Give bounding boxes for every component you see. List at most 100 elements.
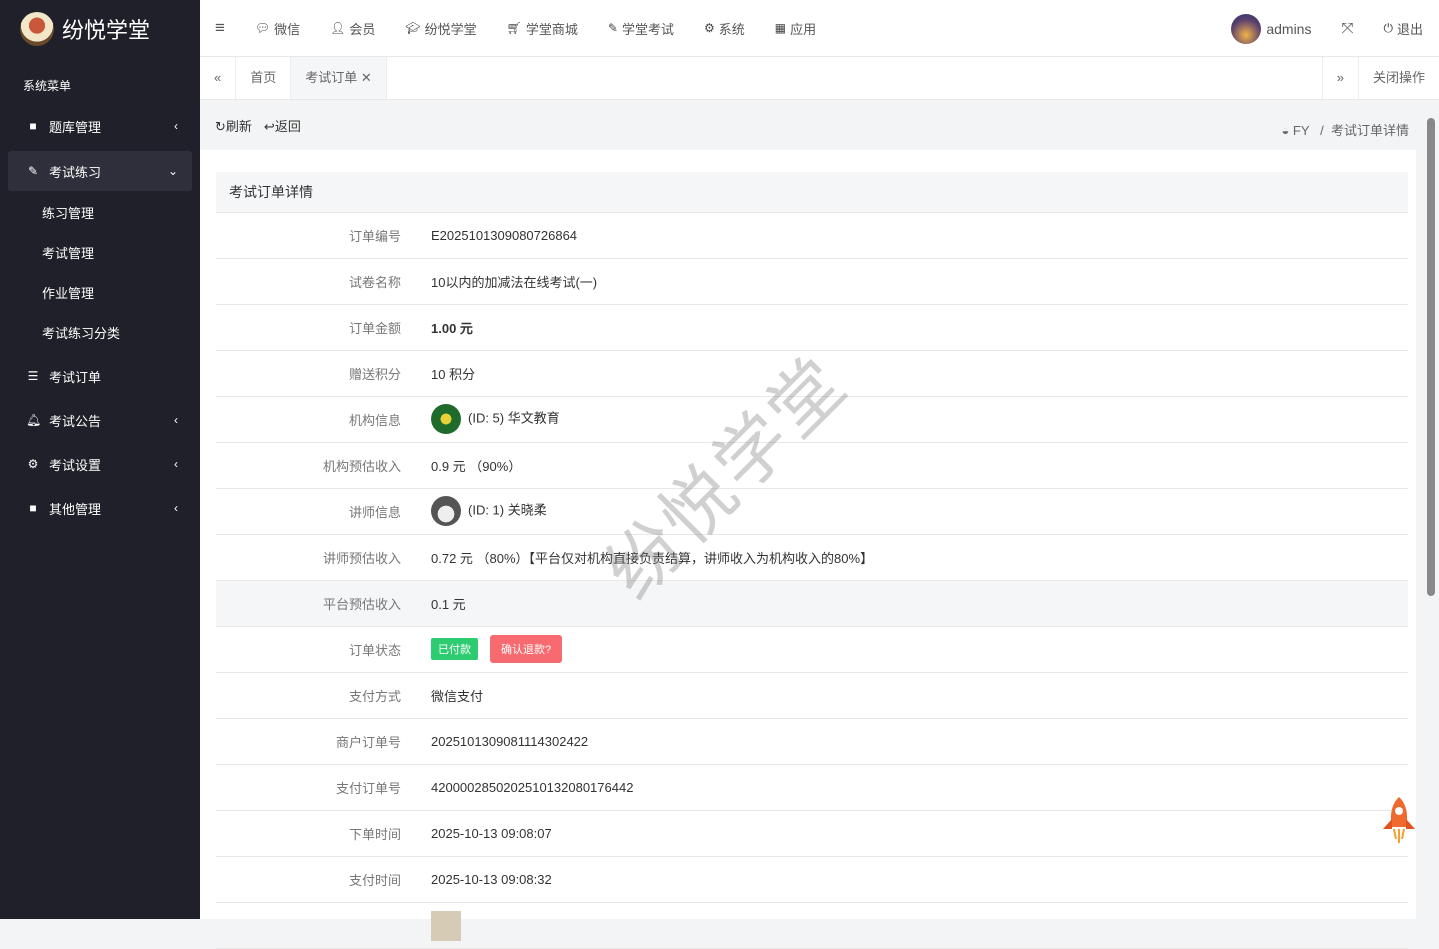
- cart-icon: 🛒︎: [506, 21, 522, 35]
- nav-wechat[interactable]: 💬︎ 微信: [255, 19, 300, 38]
- tab-exam-orders[interactable]: 考试订单 ✕: [291, 57, 387, 99]
- detail-row: 订单编号 E2025101309080726864: [216, 212, 1408, 259]
- detail-label: 讲师信息: [216, 488, 416, 535]
- detail-row: 平台预估收入 0.1 元: [216, 580, 1408, 627]
- nav-exam[interactable]: ✎ 学堂考试: [608, 19, 674, 38]
- close-icon[interactable]: ✕: [360, 70, 372, 85]
- detail-label: 试卷名称: [216, 258, 416, 305]
- chevron-left-icon: ‹: [174, 457, 178, 471]
- detail-label: 平台预估收入: [216, 580, 416, 627]
- detail-value: 微信支付: [431, 688, 484, 704]
- scrollbar-thumb[interactable]: [1427, 118, 1435, 596]
- detail-value-cell: 2025-10-13 09:08:32: [416, 856, 1408, 903]
- sidebar-sub-exam[interactable]: 考试管理: [42, 246, 95, 261]
- detail-row: 讲师预估收入 0.72 元 （80%）【平台仅对机构直接负责结算，讲师收入为机构收…: [216, 534, 1408, 581]
- sidebar-item-notices[interactable]: 🔔︎ 考试公告 ‹: [0, 398, 200, 442]
- avatar: [1231, 13, 1262, 44]
- chevron-left-icon: ‹: [174, 119, 178, 133]
- sidebar-item-exam-practice[interactable]: ✎ 考试练习 ⌄: [8, 151, 192, 191]
- detail-value-cell: 2025-10-13 09:08:07: [416, 810, 1408, 857]
- label: 刷新: [225, 119, 252, 134]
- detail-value-cell: (ID: 1) 关晓柔: [416, 488, 1408, 535]
- label: 考试练习: [49, 164, 102, 180]
- sidebar-item-exam-orders[interactable]: ☰ 考试订单: [0, 354, 200, 398]
- sidebar-item-other[interactable]: ■ 其他管理 ‹: [0, 486, 200, 530]
- detail-row: 订单状态 已付款 确认退款?: [216, 626, 1408, 673]
- label: 题库管理: [49, 119, 102, 135]
- detail-value-cell: 已付款 确认退款?: [416, 626, 1408, 673]
- dashboard-icon: ◒: [1281, 123, 1290, 138]
- nav-school[interactable]: 🎓︎ 纷悦学堂: [405, 19, 476, 38]
- detail-row: 机构预估收入 0.9 元 （90%）: [216, 442, 1408, 489]
- user-icon: 👤︎: [330, 21, 346, 35]
- breadcrumb-root[interactable]: FY: [1292, 123, 1310, 138]
- logo[interactable]: 纷悦学堂: [0, 0, 200, 57]
- detail-value: 10 积分: [431, 366, 476, 382]
- sidebar-sub-practice[interactable]: 练习管理: [42, 206, 95, 221]
- fullscreen-icon[interactable]: ⤧: [1341, 20, 1354, 37]
- logout-button[interactable]: ⏻ 退出: [1383, 19, 1423, 38]
- sidebar-sub-category[interactable]: 考试练习分类: [42, 326, 121, 341]
- label: 考试订单: [49, 369, 102, 385]
- detail-value-cell: 10以内的加减法在线考试(一): [416, 258, 1408, 305]
- sidebar-item-question-bank[interactable]: ■ 题库管理 ‹: [0, 104, 200, 148]
- label: 学堂考试: [621, 21, 674, 37]
- tab-bar: « 首页 考试订单 ✕ » 关闭操作: [200, 57, 1439, 100]
- detail-label: [216, 902, 416, 949]
- nav-system[interactable]: ⚙ 系统: [704, 19, 745, 38]
- detail-value: E2025101309080726864: [431, 227, 578, 243]
- close-operations-button[interactable]: 关闭操作: [1357, 57, 1439, 99]
- folder-icon: ■: [29, 119, 37, 133]
- user-menu[interactable]: admins: [1231, 13, 1311, 44]
- detail-value: (ID: 1) 关晓柔: [468, 502, 547, 518]
- top-navbar: ≡ 💬︎ 微信 👤︎ 会员 🎓︎ 纷悦学堂 🛒︎ 学堂商城 ✎ 学堂考试 ⚙ 系统 ▦ 应用 …: [200, 0, 1439, 57]
- detail-row: 下单时间 2025-10-13 09:08:07: [216, 810, 1408, 857]
- nav-member[interactable]: 👤︎ 会员: [330, 19, 375, 38]
- detail-value: (ID: 5) 华文教育: [468, 410, 560, 426]
- detail-value-cell: 0.72 元 （80%）【平台仅对机构直接负责结算，讲师收入为机构收入的80%】: [416, 534, 1408, 581]
- detail-value-cell: E2025101309080726864: [416, 212, 1408, 259]
- detail-value: 1.00 元: [431, 320, 473, 336]
- detail-label: 订单金额: [216, 304, 416, 351]
- sidebar-item-settings[interactable]: ⚙ 考试设置 ‹: [0, 442, 200, 486]
- reply-icon: ↩: [263, 119, 275, 134]
- chevron-left-icon: ‹: [174, 413, 178, 427]
- breadcrumb: ◒ FY / 考试订单详情: [1281, 123, 1409, 138]
- confirm-refund-button[interactable]: 确认退款?: [490, 635, 563, 663]
- detail-title: 考试订单详情: [216, 172, 1408, 213]
- detail-row: 讲师信息 (ID: 1) 关晓柔: [216, 488, 1408, 535]
- detail-row: 支付订单号 4200002850202510132080176442: [216, 764, 1408, 811]
- detail-value: 0.1 元: [431, 596, 466, 612]
- tab-home[interactable]: 首页: [236, 57, 292, 99]
- bell-icon: 🔔︎: [26, 413, 42, 427]
- detail-value: 10以内的加减法在线考试(一): [431, 274, 598, 290]
- menu-toggle-icon[interactable]: ≡: [215, 18, 225, 37]
- nav-apps[interactable]: ▦ 应用: [775, 19, 816, 38]
- refresh-button[interactable]: ↻刷新: [215, 116, 252, 135]
- detail-value: 2025101309081114302422: [431, 733, 589, 749]
- detail-value-cell: 2025101309081114302422: [416, 718, 1408, 765]
- nav-mall[interactable]: 🛒︎ 学堂商城: [507, 19, 578, 38]
- detail-card: 考试订单详情 订单编号 E2025101309080726864 试卷名称 10以内的…: [200, 150, 1416, 949]
- logo-image: [20, 11, 54, 46]
- detail-row: 机构信息 (ID: 5) 华文教育: [216, 396, 1408, 443]
- rocket-back-to-top-icon[interactable]: [1380, 795, 1418, 845]
- scrollbar[interactable]: [1426, 104, 1436, 919]
- detail-label: 支付时间: [216, 856, 416, 903]
- power-icon: ⏻: [1383, 21, 1393, 35]
- graduation-cap-icon: 🎓︎: [405, 21, 421, 35]
- detail-row-partial: [216, 902, 1408, 949]
- tab-scroll-right[interactable]: »: [1321, 57, 1358, 99]
- detail-table: 考试订单详情 订单编号 E2025101309080726864 试卷名称 10以内的…: [216, 172, 1408, 949]
- detail-row: 商户订单号 2025101309081114302422: [216, 718, 1408, 765]
- label: 学堂商城: [525, 21, 578, 37]
- square-icon: ■: [29, 501, 37, 515]
- sidebar: 纷悦学堂 系统菜单 ■ 题库管理 ‹ ✎ 考试练习 ⌄ 练习管理 考试管理 作业管理 考…: [0, 0, 200, 919]
- detail-label: 订单编号: [216, 212, 416, 259]
- gears-icon: ⚙: [704, 21, 715, 35]
- tab-scroll-left[interactable]: «: [200, 57, 237, 99]
- back-button[interactable]: ↩返回: [264, 116, 301, 135]
- detail-label: 支付订单号: [216, 764, 416, 811]
- sidebar-sub-homework[interactable]: 作业管理: [42, 286, 95, 301]
- label: 会员: [349, 21, 376, 37]
